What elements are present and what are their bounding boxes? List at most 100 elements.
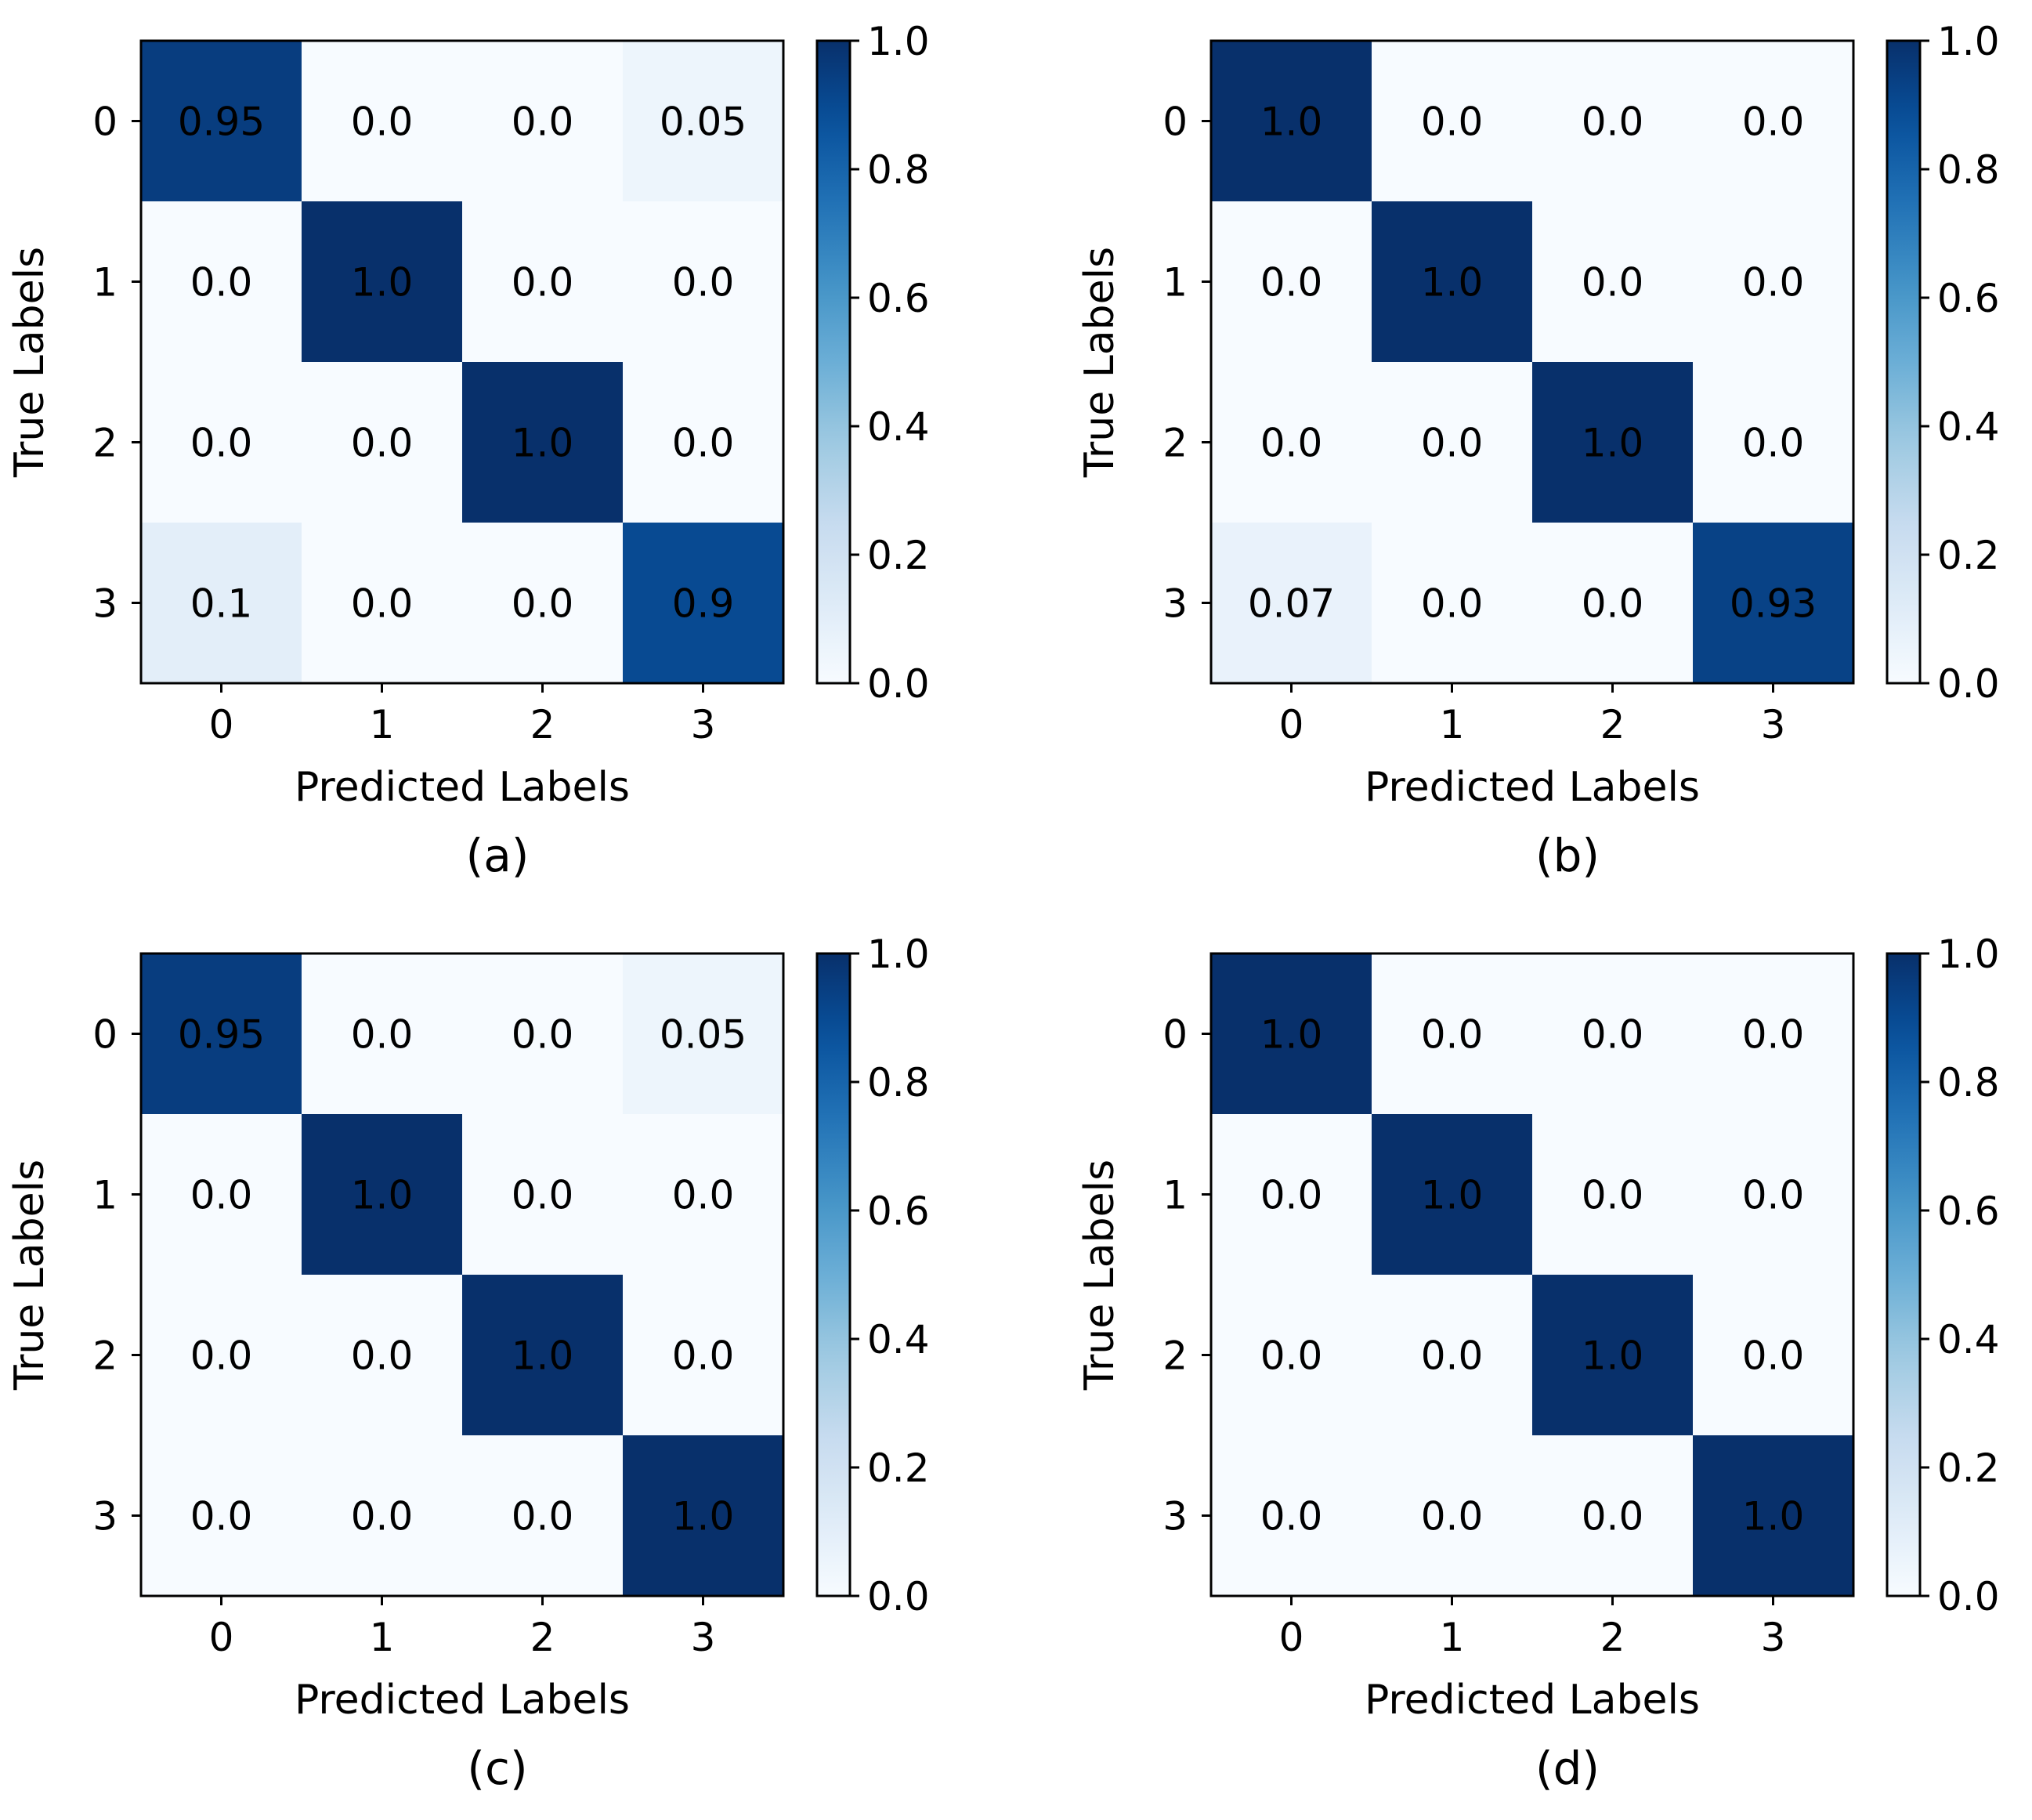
panel-d: 1.0 0.0 0.0 0.0 0.0 1.0 0.0 0.0 0.0 0.0 1.0 0.0 0.0 0… xyxy=(1076,932,2000,1795)
heatmap-cell xyxy=(623,953,783,1114)
heatmap-cell xyxy=(462,362,623,523)
heatmap-cell xyxy=(462,1114,623,1275)
heatmap-cell xyxy=(1693,41,1853,201)
colorbar-tick-label: 0.4 xyxy=(867,1317,930,1362)
colorbar-tick-label: 0.0 xyxy=(1937,1574,2000,1619)
y-tick-label: 0 xyxy=(1162,100,1188,145)
heatmap-cell xyxy=(1211,1275,1372,1435)
colorbar xyxy=(815,39,851,685)
colorbar-tick-label: 1.0 xyxy=(867,932,930,977)
cell-value-label: 0.0 xyxy=(512,100,574,145)
heatmap-cell xyxy=(1211,523,1372,683)
panel-c: 0.95 0.0 0.0 0.05 0.0 1.0 0.0 0.0 0.0 0.0 1.0 0.0 0.… xyxy=(6,932,930,1795)
cell-value-label: 0.0 xyxy=(1582,1173,1644,1218)
panel-label: (c) xyxy=(467,1742,527,1795)
y-tick-label: 2 xyxy=(92,421,118,466)
heatmap-cell xyxy=(302,201,462,362)
heatmap-cell xyxy=(1532,523,1693,683)
heatmap-cell xyxy=(1372,1435,1532,1596)
heatmap-cell xyxy=(302,1435,462,1596)
heatmap-cell xyxy=(1532,1275,1693,1435)
heatmap-cell xyxy=(302,523,462,683)
cell-value-label: 1.0 xyxy=(1260,1012,1323,1058)
y-tick-label: 0 xyxy=(1162,1012,1188,1058)
y-tick-label: 1 xyxy=(92,260,118,306)
x-tick-label: 2 xyxy=(1600,702,1625,747)
colorbar xyxy=(1886,952,1922,1597)
colorbar-tick-label: 0.6 xyxy=(1937,1189,2000,1234)
cell-value-label: 0.1 xyxy=(190,581,253,627)
cell-value-label: 0.0 xyxy=(1260,1173,1323,1218)
x-tick-label: 0 xyxy=(1279,1615,1304,1660)
y-tick-label: 2 xyxy=(92,1333,118,1379)
cell-value-label: 0.0 xyxy=(1260,1333,1323,1379)
cell-value-label: 0.0 xyxy=(512,1494,574,1540)
colorbar-tick-label: 0.8 xyxy=(1937,1060,2000,1105)
colorbar-tick-label: 0.8 xyxy=(867,1060,930,1105)
x-tick-label: 3 xyxy=(1761,1615,1786,1660)
y-tick-label: 0 xyxy=(92,1012,118,1058)
cell-value-label: 0.0 xyxy=(1421,1012,1484,1058)
cell-value-label: 0.9 xyxy=(672,581,735,627)
heatmap-cell xyxy=(302,41,462,201)
heatmap-cell xyxy=(623,41,783,201)
x-tick-label: 2 xyxy=(1600,1615,1625,1660)
x-axis-label: Predicted Labels xyxy=(295,764,630,811)
colorbar-tick-label: 0.6 xyxy=(867,1189,930,1234)
heatmap-cell xyxy=(462,523,623,683)
x-axis-label: Predicted Labels xyxy=(1365,1677,1700,1724)
x-tick-label: 2 xyxy=(530,702,555,747)
heatmap-cell xyxy=(1211,362,1372,523)
heatmap-cell xyxy=(462,41,623,201)
cell-value-label: 0.95 xyxy=(178,100,265,145)
panel-label: (a) xyxy=(466,829,530,882)
cell-value-label: 0.0 xyxy=(672,1333,735,1379)
colorbar-tick-label: 0.2 xyxy=(1937,1446,2000,1491)
y-tick-label: 2 xyxy=(1162,421,1188,466)
heatmap-cell xyxy=(141,523,302,683)
heatmap-cell xyxy=(1532,362,1693,523)
heatmap-cell xyxy=(1693,1435,1853,1596)
cell-value-label: 0.0 xyxy=(190,1173,253,1218)
colorbar xyxy=(1886,39,1922,685)
heatmap-cell xyxy=(302,1114,462,1275)
cell-value-label: 0.07 xyxy=(1248,581,1335,627)
heatmap-cell xyxy=(1372,201,1532,362)
cell-value-label: 0.93 xyxy=(1730,581,1817,627)
cell-value-label: 0.0 xyxy=(1260,421,1323,466)
y-tick-label: 1 xyxy=(1162,260,1188,306)
y-tick-label: 3 xyxy=(92,1494,118,1540)
heatmap-cell xyxy=(1211,41,1372,201)
x-tick-label: 0 xyxy=(209,1615,234,1660)
y-axis-label: True Labels xyxy=(1076,247,1123,478)
panel-a: 0.95 0.0 0.0 0.05 0.0 1.0 0.0 0.0 0.0 0.0 1.0 0.0 0.… xyxy=(6,19,930,882)
cell-value-label: 0.0 xyxy=(1582,1494,1644,1540)
cell-value-label: 0.0 xyxy=(512,260,574,306)
cell-value-label: 0.0 xyxy=(1742,260,1805,306)
x-tick-label: 1 xyxy=(370,702,395,747)
heatmap-cell xyxy=(1693,1275,1853,1435)
x-tick-label: 2 xyxy=(530,1615,555,1660)
heatmap-cell xyxy=(623,523,783,683)
cell-value-label: 0.0 xyxy=(1742,100,1805,145)
heatmap-cell xyxy=(1693,201,1853,362)
heatmap-cell xyxy=(462,1435,623,1596)
heatmap-cell xyxy=(1532,1435,1693,1596)
cell-value-label: 0.0 xyxy=(1742,421,1805,466)
y-tick-label: 3 xyxy=(1162,581,1188,627)
heatmap-cell xyxy=(1372,1114,1532,1275)
y-axis-label: True Labels xyxy=(1076,1160,1123,1391)
heatmap-cell xyxy=(623,201,783,362)
heatmap-frame xyxy=(139,39,785,685)
colorbar-tick-label: 0.6 xyxy=(1937,276,2000,321)
colorbar-tick-label: 0.4 xyxy=(1937,1317,2000,1362)
cell-value-label: 0.0 xyxy=(672,421,735,466)
heatmap-cell xyxy=(302,1275,462,1435)
heatmap-cell xyxy=(1372,523,1532,683)
heatmap-cell xyxy=(1693,362,1853,523)
heatmap-cell xyxy=(302,953,462,1114)
cell-value-label: 1.0 xyxy=(1582,421,1644,466)
cell-value-label: 0.0 xyxy=(190,1494,253,1540)
colorbar-tick-label: 1.0 xyxy=(1937,932,2000,977)
cell-value-label: 1.0 xyxy=(1421,260,1484,306)
